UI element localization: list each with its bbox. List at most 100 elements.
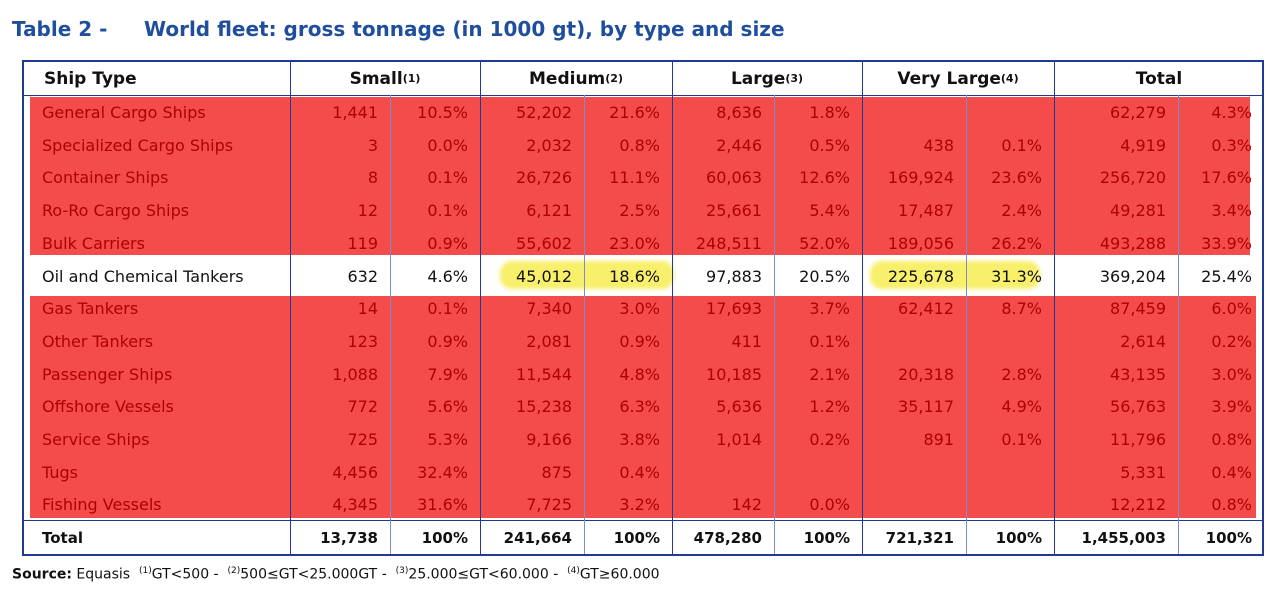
value-cell: 25.4%: [1201, 266, 1252, 286]
value-cell: 35,117: [898, 397, 954, 417]
total-label: Total: [42, 529, 83, 547]
value-cell: 169,924: [887, 168, 954, 188]
source-note: Source: Equasis (1)GT<500 - (2)500≤GT<25…: [12, 566, 660, 583]
value-cell: 4,919: [1120, 135, 1166, 155]
total-value-cell: 1,455,003: [1081, 529, 1166, 547]
value-cell: 0.0%: [809, 495, 850, 515]
header-large: Large (3): [730, 68, 804, 89]
value-cell: 0.1%: [1001, 135, 1042, 155]
value-cell: 0.3%: [1211, 135, 1252, 155]
table-row: Service Ships 725 5.3% 9,166 3.8% 1,014 0.2% 89…: [24, 423, 1262, 456]
total-value-cell: 100%: [803, 529, 850, 547]
value-cell: 45,012: [516, 266, 572, 286]
value-cell: 12,212: [1110, 495, 1166, 515]
value-cell: 20,318: [898, 364, 954, 384]
col-divider: [480, 62, 481, 554]
value-cell: 1,014: [716, 430, 762, 449]
value-cell: 5.4%: [809, 201, 850, 221]
ship-type-cell: Container Ships: [42, 168, 169, 188]
value-cell: 248,511: [695, 233, 762, 253]
value-cell: [862, 96, 966, 129]
value-cell: 5.3%: [427, 430, 468, 449]
value-cell: 10.5%: [417, 103, 468, 122]
value-cell: 55,602: [516, 233, 572, 253]
value-cell: 7,340: [526, 299, 572, 319]
total-value-cell: 100%: [421, 529, 468, 547]
value-cell: 2.8%: [1001, 364, 1042, 384]
ship-type-cell: Bulk Carriers: [42, 233, 145, 253]
value-cell: 0.9%: [427, 331, 468, 351]
table-row: Ro-Ro Cargo Ships 12 0.1% 6,121 2.5% 25,661 5.…: [24, 194, 1262, 227]
value-cell: 17,693: [706, 299, 762, 319]
col-divider: [290, 62, 291, 554]
table-row: Other Tankers 123 0.9% 2,081 0.9% 411 0.1% 2,61…: [24, 325, 1262, 358]
header-divider: [24, 95, 1262, 96]
value-cell: 0.2%: [1211, 331, 1252, 351]
table-row: Offshore Vessels 772 5.6% 15,238 6.3% 5,636 1.…: [24, 390, 1262, 423]
table-title: Table 2 - World fleet: gross tonnage (in …: [12, 17, 785, 41]
sub-col-divider: [390, 95, 391, 554]
ship-type-cell: Passenger Ships: [42, 364, 173, 384]
table-row: Oil and Chemical Tankers 632 4.6% 45,012 18.…: [24, 260, 1262, 293]
value-cell: 17,487: [898, 201, 954, 221]
sub-col-divider: [966, 95, 967, 554]
value-cell: 2,032: [526, 135, 572, 155]
ship-type-cell: Oil and Chemical Tankers: [42, 266, 244, 286]
value-cell: 14: [357, 299, 378, 319]
ship-type-cell: Tugs: [42, 462, 78, 482]
value-cell: 62,412: [898, 299, 954, 319]
total-value-cell: 100%: [1205, 529, 1252, 547]
table-row: Fishing Vessels 4,345 31.6% 7,725 3.2% 142 0.0…: [24, 488, 1262, 521]
total-value-cell: 100%: [613, 529, 660, 547]
value-cell: 0.8%: [619, 135, 660, 155]
total-value-cell: 13,738: [320, 529, 378, 547]
source-text: Equasis: [76, 566, 131, 583]
value-cell: 8: [367, 168, 378, 188]
ship-type-cell: Offshore Vessels: [42, 397, 174, 417]
value-cell: [966, 325, 1054, 358]
value-cell: 772: [347, 397, 378, 417]
table-row: Gas Tankers 14 0.1% 7,340 3.0% 17,693 3.7% 62,4…: [24, 292, 1262, 325]
value-cell: 0.8%: [1211, 430, 1252, 449]
value-cell: 6.3%: [619, 397, 660, 417]
value-cell: 1.2%: [809, 397, 850, 417]
value-cell: 25,661: [706, 201, 762, 221]
value-cell: 6,121: [526, 201, 572, 221]
value-cell: 97,883: [706, 266, 762, 286]
value-cell: 3.0%: [619, 299, 660, 319]
value-cell: 0.4%: [1211, 462, 1252, 482]
value-cell: 7.9%: [427, 364, 468, 384]
ship-type-cell: General Cargo Ships: [42, 103, 206, 122]
value-cell: 10,185: [706, 364, 762, 384]
value-cell: 4.3%: [1211, 103, 1252, 122]
total-row: Total 13,738 100% 241,664 100% 478,280 100% 721…: [24, 522, 1262, 554]
value-cell: 4,345: [332, 495, 378, 515]
value-cell: 2,614: [1120, 331, 1166, 351]
header-very-large: Very Large (4): [897, 68, 1019, 89]
value-cell: 189,056: [887, 233, 954, 253]
ship-type-cell: Fishing Vessels: [42, 495, 162, 515]
header-medium: Medium (2): [529, 68, 623, 89]
sub-col-divider: [774, 95, 775, 554]
value-cell: 4.6%: [427, 266, 468, 286]
value-cell: 2.1%: [809, 364, 850, 384]
value-cell: 31.6%: [417, 495, 468, 515]
ship-type-cell: Specialized Cargo Ships: [42, 135, 234, 155]
source-label: Source:: [12, 566, 72, 583]
value-cell: 0.4%: [619, 462, 660, 482]
value-cell: 62,279: [1110, 103, 1166, 122]
value-cell: 17.6%: [1201, 168, 1252, 188]
ship-type-cell: Other Tankers: [42, 331, 154, 351]
ship-type-cell: Gas Tankers: [42, 299, 139, 319]
sub-col-divider: [1178, 95, 1179, 554]
value-cell: 21.6%: [609, 103, 660, 122]
fleet-table: Ship Type Small (1) Medium (2) Large (3) Ve…: [22, 60, 1264, 556]
value-cell: 60,063: [706, 168, 762, 188]
value-cell: 4.9%: [1001, 397, 1042, 417]
value-cell: 56,763: [1110, 397, 1166, 417]
value-cell: 4.8%: [619, 364, 660, 384]
value-cell: 49,281: [1110, 201, 1166, 221]
value-cell: 20.5%: [799, 266, 850, 286]
value-cell: [862, 325, 966, 358]
value-cell: 8.7%: [1001, 299, 1042, 319]
